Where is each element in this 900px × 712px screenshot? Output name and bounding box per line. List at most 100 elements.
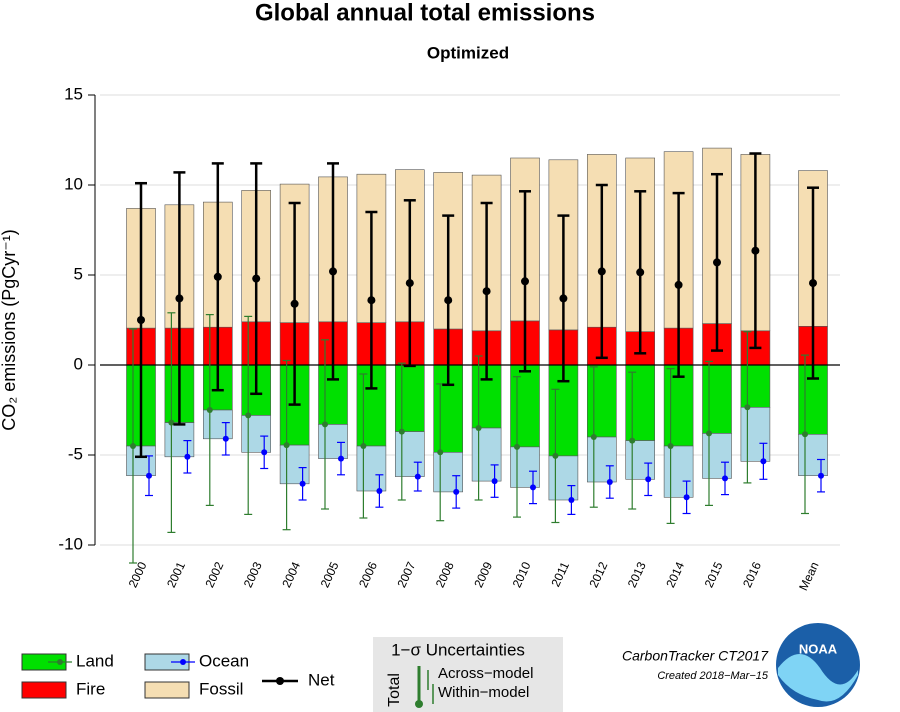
error-point [636, 268, 645, 277]
bar-segment [586, 436, 617, 483]
y-tick-label: 5 [74, 264, 83, 283]
error-bar [628, 371, 637, 510]
error-bar [817, 458, 825, 493]
error-bar [605, 465, 614, 499]
credit-date: Created 2018−Mar−15 [657, 670, 769, 682]
error-bar [529, 470, 537, 505]
error-point [444, 296, 453, 305]
across-label: Across−model [438, 665, 533, 682]
bar-segment [318, 424, 348, 459]
error-bar [288, 201, 301, 406]
error-bar [298, 467, 307, 501]
error-bar [135, 181, 147, 459]
error-bar [221, 422, 230, 456]
x-tick-label: 2011 [548, 559, 572, 589]
error-point [168, 419, 175, 426]
error-point [245, 412, 252, 419]
x-tick-label: 2014 [663, 559, 687, 589]
x-tick-label: 2009 [471, 559, 495, 589]
error-bar [759, 442, 768, 480]
error-point [491, 478, 498, 485]
error-point [818, 472, 824, 479]
error-point [530, 484, 536, 491]
error-bar [743, 331, 752, 484]
bar-segment [356, 445, 387, 492]
x-tick-label: 2016 [740, 559, 764, 589]
bar-segment [702, 364, 732, 434]
error-point [597, 267, 606, 276]
error-point [437, 449, 444, 456]
error-bar [167, 312, 176, 534]
error-point [645, 476, 652, 483]
x-tick-label: 2003 [241, 559, 265, 589]
noaa-logo: NOAA [776, 623, 860, 707]
error-point [552, 452, 559, 459]
legend-swatch [21, 681, 67, 699]
error-point [405, 279, 414, 288]
logo-wave [778, 654, 858, 702]
x-tick-label: 2005 [318, 559, 342, 589]
error-bar [205, 314, 214, 506]
error-bar [513, 376, 521, 518]
bar-segment [548, 455, 579, 501]
bar-segment [625, 440, 656, 480]
x-tick-label: 2002 [202, 559, 226, 589]
bar-segment [510, 446, 540, 488]
error-bar [589, 366, 598, 508]
error-point [414, 473, 421, 480]
bar-segment [798, 433, 828, 476]
error-point [667, 443, 674, 449]
legend-symbol [180, 659, 186, 665]
error-bar [211, 162, 224, 392]
error-bar [551, 388, 560, 524]
error-point [674, 280, 683, 289]
bar-segment [394, 364, 425, 432]
legend-label: Fire [76, 679, 105, 698]
bar-segment [433, 451, 464, 493]
bar-segment [740, 406, 771, 462]
error-point [338, 455, 344, 462]
error-bar [721, 461, 729, 496]
error-bar [365, 210, 378, 390]
bar-segment [510, 364, 540, 448]
error-point [376, 488, 383, 494]
x-tick-label: 2012 [586, 559, 610, 589]
legend-label: Net [308, 670, 335, 689]
x-tick-label: 2004 [279, 559, 303, 589]
error-bar [519, 190, 531, 373]
uncertainty-title: 1−σ Uncertainties [391, 640, 525, 659]
error-bar [436, 383, 445, 522]
error-point [252, 274, 261, 283]
error-point [222, 435, 229, 442]
error-point [453, 488, 460, 495]
error-point [290, 299, 299, 308]
error-bar [442, 214, 455, 387]
error-bar [801, 354, 809, 515]
error-point [475, 425, 482, 431]
bar-segment [203, 409, 233, 440]
error-point [744, 404, 751, 411]
error-bar [145, 455, 153, 497]
x-tick-label: 2006 [356, 559, 380, 589]
error-point [206, 407, 213, 413]
error-bar [644, 462, 653, 497]
bar-segment [586, 364, 617, 438]
total-dot [415, 700, 423, 708]
legend-label: Land [76, 651, 114, 670]
bar-segment [164, 422, 195, 458]
error-point [261, 449, 268, 456]
y-tick-label: 10 [64, 174, 83, 193]
legend-label: Ocean [199, 651, 249, 670]
y-tick-label: -5 [68, 444, 83, 463]
error-bar [244, 315, 253, 516]
error-bar [375, 474, 384, 508]
error-point [175, 294, 184, 303]
x-tick-label: 2001 [164, 559, 188, 589]
error-bar [480, 201, 493, 381]
error-bar [672, 191, 685, 378]
error-point [329, 267, 337, 276]
error-point [521, 277, 529, 286]
x-tick-label: 2015 [702, 559, 726, 589]
within-label: Within−model [438, 684, 529, 701]
error-bar [452, 475, 461, 509]
